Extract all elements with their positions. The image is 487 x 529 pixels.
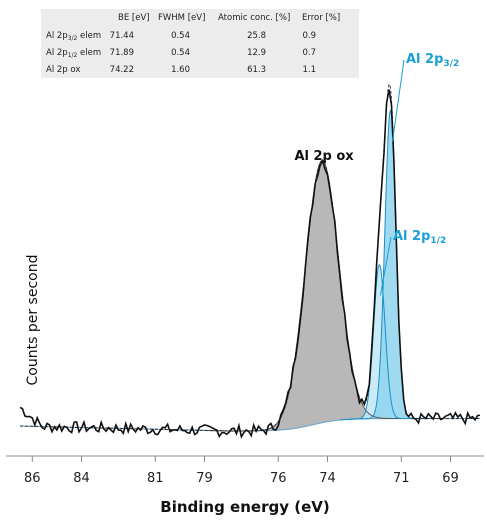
x-tick-label: 84	[73, 471, 90, 486]
x-tick-label: 86	[24, 471, 41, 486]
table-cell: 0.54	[171, 31, 190, 41]
table-cell: 1.1	[302, 65, 316, 75]
measured-spectrum-line	[19, 89, 481, 439]
x-tick-label: 69	[442, 471, 459, 486]
table-header: FWHM [eV]	[158, 13, 205, 23]
x-axis-title: Binding energy (eV)	[160, 498, 329, 516]
peak-label-al2p3-2: Al 2p3/2	[406, 52, 459, 69]
leader-line-al2p3-2	[391, 59, 405, 142]
table-cell: 0.54	[171, 48, 190, 58]
component-fills	[204, 110, 441, 431]
table-row-label: Al 2p ox	[46, 65, 80, 75]
component-area-3	[204, 160, 441, 431]
x-tick-label: 71	[393, 471, 410, 486]
table-cell: 0.7	[302, 48, 316, 58]
component-area-1	[350, 110, 431, 420]
peak-labels: Al 2p3/2 Al 2p1/2 Al 2p ox	[294, 52, 459, 296]
table-header: BE [eV]	[118, 13, 150, 23]
table-cell: 74.22	[110, 65, 134, 75]
y-axis-title: Counts per second	[25, 255, 41, 386]
x-tick-label: 76	[270, 471, 287, 486]
x-tick-label: 79	[196, 471, 213, 486]
peak-label-al2p-ox: Al 2p ox	[294, 149, 354, 164]
table-row-label: Al 2p3/2 elem	[46, 31, 101, 42]
table-cell: 25.8	[247, 31, 266, 41]
results-table-background	[41, 9, 359, 78]
results-table: BE [eV] FWHM [eV] Atomic conc. [%] Error [%…	[41, 9, 359, 78]
table-cell: 71.44	[110, 31, 134, 41]
table-cell: 61.3	[247, 65, 266, 75]
table-header: Error [%]	[302, 13, 340, 23]
x-tick-label: 81	[147, 471, 164, 486]
component-area-2	[339, 264, 419, 421]
table-cell: 0.9	[302, 31, 316, 41]
table-cell: 71.89	[110, 48, 134, 58]
table-cell: 12.9	[247, 48, 266, 58]
table-cell: 1.60	[171, 65, 190, 75]
x-axis-ticks: 86 84 81 79 76 74 71 69	[24, 456, 459, 486]
table-header: Atomic conc. [%]	[218, 13, 290, 23]
table-row-label: Al 2p1/2 elem	[46, 48, 101, 59]
peak-label-al2p1-2: Al 2p1/2	[393, 229, 446, 246]
x-tick-label: 74	[319, 471, 336, 486]
leader-line-al2p1-2	[379, 236, 392, 296]
